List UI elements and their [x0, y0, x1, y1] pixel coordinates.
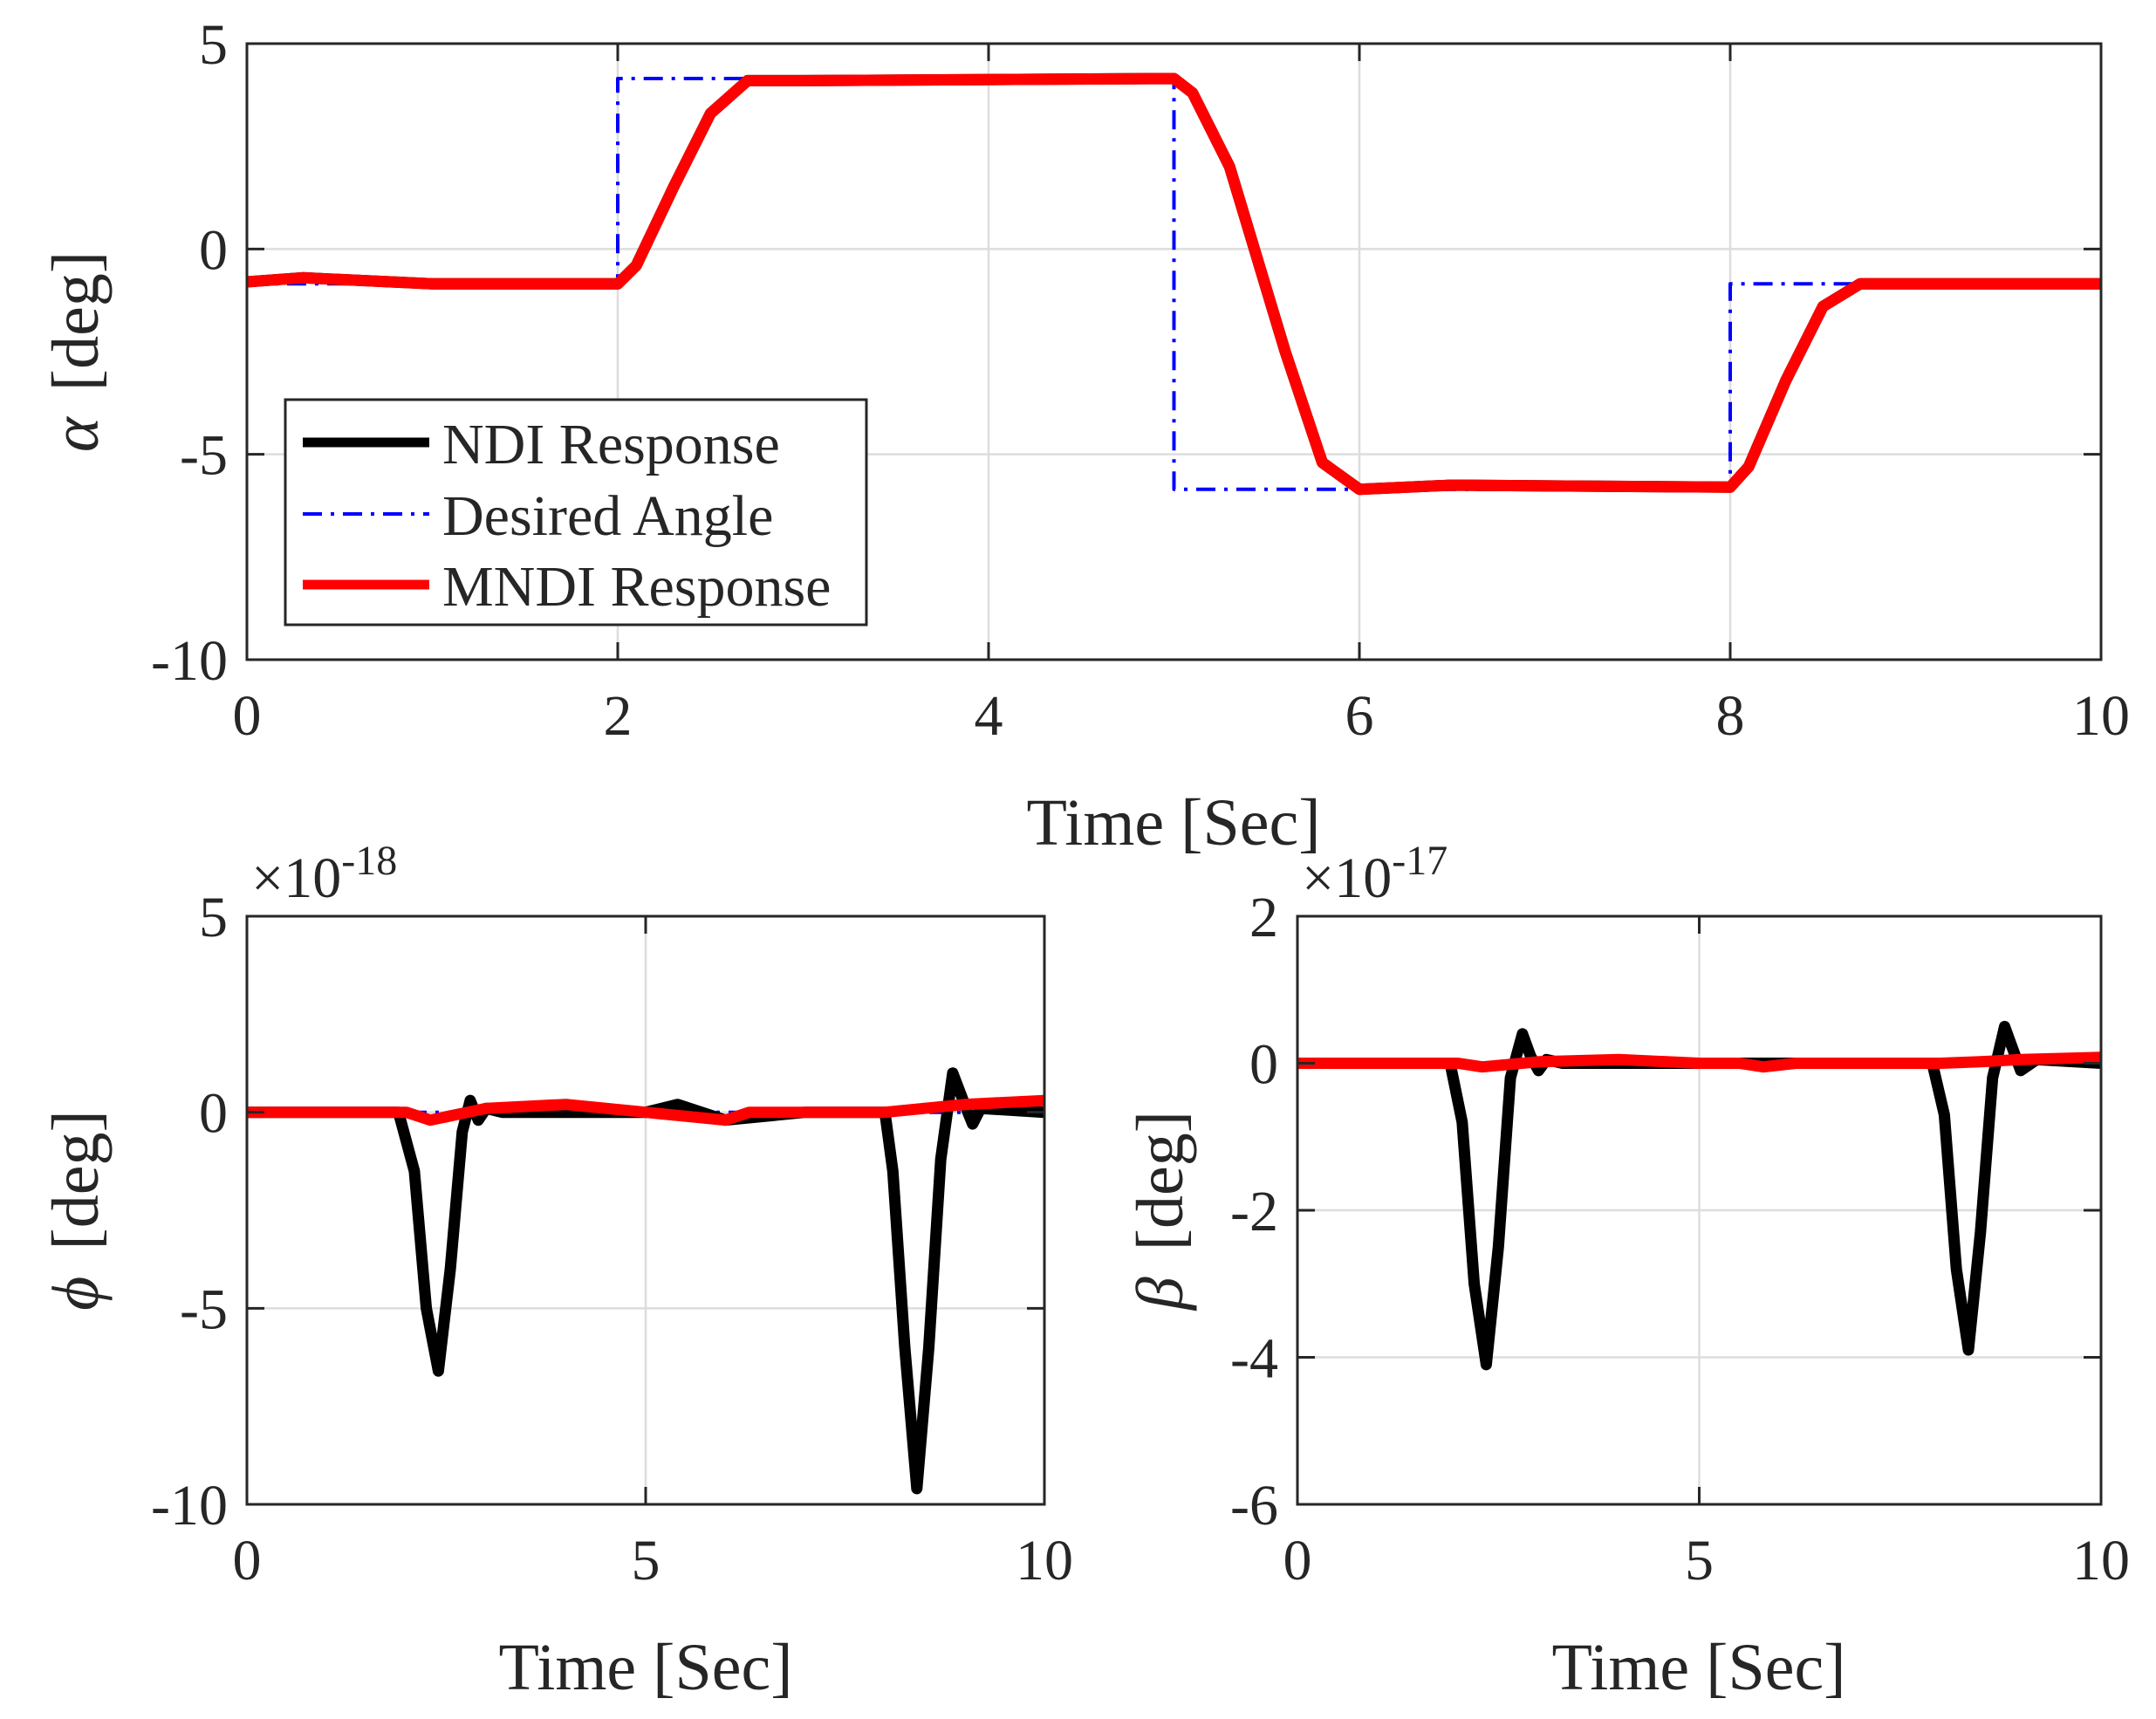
phi-ytick-label-3: 5 — [199, 886, 228, 949]
alpha-xtick-label-1: 2 — [604, 684, 633, 748]
phi-ticks: 0 5 10 -10 -5 0 5 — [151, 886, 1073, 1592]
legend-label-desired: Desired Angle — [442, 484, 773, 548]
beta-ytick-label-2: -2 — [1230, 1180, 1278, 1243]
alpha-xlabel: Time [Sec] — [1026, 786, 1320, 860]
phi-xtick-label-0: 0 — [233, 1529, 262, 1592]
alpha-ytick-label-3: 5 — [199, 13, 228, 77]
legend: NDI Response Desired Angle MNDI Response — [284, 398, 868, 627]
alpha-ticks: 0 2 4 6 8 10 -10 -5 0 5 — [151, 13, 2130, 748]
alpha-ytick-label-1: -5 — [180, 424, 228, 488]
alpha-xtick-label-0: 0 — [233, 684, 262, 748]
beta-ticks: 0 5 10 -6 -4 -2 0 2 — [1230, 886, 2130, 1592]
alpha-xtick-label-2: 4 — [975, 684, 1003, 748]
beta-exponent-power: -17 — [1392, 838, 1448, 884]
beta-ylabel-unit: [deg] — [1124, 1111, 1197, 1250]
alpha-series-mndi-response — [247, 72, 2101, 496]
beta-ylabel: β [deg] — [1124, 1111, 1197, 1312]
alpha-series-desired-angle — [247, 77, 2101, 491]
legend-label-mndi: MNDI Response — [442, 555, 831, 619]
beta-plot — [1297, 1020, 2101, 1371]
phi-ylabel: ϕ [deg] — [39, 1110, 113, 1311]
alpha-plot — [247, 72, 2101, 496]
beta-series-mndi-response — [1297, 1051, 2101, 1073]
beta-panel: 0 5 10 -6 -4 -2 0 2 ×10-17 Time [Sec] β [deg] — [1124, 838, 2130, 1704]
beta-xtick-label-0: 0 — [1283, 1529, 1312, 1592]
alpha-axes-box — [245, 42, 2103, 661]
beta-ytick-label-0: -6 — [1230, 1474, 1278, 1538]
phi-exponent-base: ×10 — [251, 846, 341, 910]
beta-ytick-label-4: 2 — [1249, 886, 1278, 949]
phi-ylabel-unit: [deg] — [39, 1110, 113, 1250]
phi-xlabel: Time [Sec] — [498, 1631, 792, 1704]
phi-panel: 0 5 10 -10 -5 0 5 ×10-18 Time [Sec] ϕ [deg] — [39, 838, 1073, 1704]
beta-xtick-label-2: 10 — [2072, 1529, 2130, 1592]
phi-xtick-label-1: 5 — [632, 1529, 660, 1592]
phi-series-mndi-response — [247, 1094, 1044, 1127]
phi-exponent: ×10-18 — [251, 838, 397, 910]
alpha-panel: 0 2 4 6 8 10 -10 -5 0 5 Time [Sec] α [deg] NDI Res… — [39, 13, 2130, 860]
beta-ytick-label-3: 0 — [1249, 1033, 1278, 1097]
alpha-xtick-label-3: 6 — [1345, 684, 1374, 748]
alpha-xtick-label-5: 10 — [2072, 684, 2130, 748]
alpha-ylabel: α [deg] — [39, 251, 113, 452]
legend-label-ndi: NDI Response — [442, 413, 780, 476]
beta-ylabel-symbol: β — [1124, 1277, 1197, 1312]
beta-ytick-label-1: -4 — [1230, 1327, 1278, 1391]
alpha-ylabel-symbol: α — [39, 415, 113, 452]
phi-ylabel-symbol: ϕ — [39, 1277, 113, 1311]
phi-ytick-label-0: -10 — [151, 1474, 228, 1538]
phi-ytick-label-2: 0 — [199, 1082, 228, 1146]
beta-exponent: ×10-17 — [1302, 838, 1448, 910]
phi-exponent-power: -18 — [341, 838, 397, 884]
phi-ytick-label-1: -5 — [180, 1277, 228, 1341]
alpha-ytick-label-0: -10 — [151, 629, 228, 693]
alpha-ytick-label-2: 0 — [199, 218, 228, 282]
beta-xtick-label-1: 5 — [1685, 1529, 1714, 1592]
beta-exponent-base: ×10 — [1302, 846, 1392, 910]
phi-xtick-label-2: 10 — [1016, 1529, 1073, 1592]
alpha-xtick-label-4: 8 — [1716, 684, 1745, 748]
beta-xlabel: Time [Sec] — [1551, 1631, 1845, 1704]
phi-plot — [247, 1067, 1044, 1495]
alpha-ylabel-unit: [deg] — [39, 251, 113, 391]
